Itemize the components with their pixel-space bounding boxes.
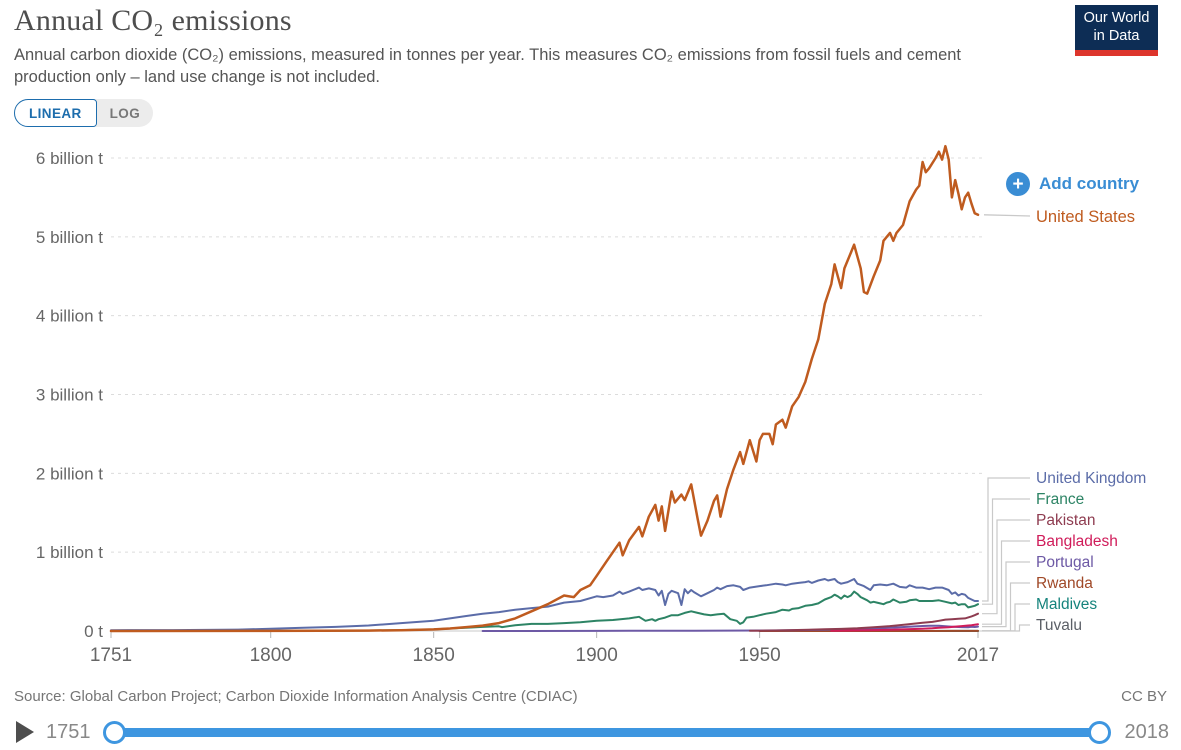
legend-leader-portugal <box>982 561 1030 628</box>
owid-logo[interactable]: Our World in Data <box>1075 5 1158 56</box>
x-axis-tick-label: 1751 <box>90 645 132 666</box>
x-axis-tick-label: 2017 <box>957 645 999 666</box>
series-line-united-kingdom[interactable] <box>110 578 979 632</box>
log-scale-button[interactable]: LOG <box>109 105 141 121</box>
legend-label-rwanda[interactable]: Rwanda <box>1036 575 1093 592</box>
y-axis-tick-label: 6 billion t <box>36 149 103 168</box>
series-line-bangladesh[interactable] <box>830 623 979 632</box>
timeline-track-wrap <box>102 720 1111 744</box>
legend-label-united-states[interactable]: United States <box>1036 208 1135 226</box>
linear-scale-button[interactable]: LINEAR <box>14 99 97 127</box>
legend-label-pakistan[interactable]: Pakistan <box>1036 512 1095 529</box>
logo-red-bar <box>1075 50 1158 56</box>
y-axis-tick-label: 3 billion t <box>36 386 103 405</box>
legend-leader-pakistan <box>982 519 1030 615</box>
source-note: Source: Global Carbon Project; Carbon Di… <box>14 688 578 705</box>
legend-leader-tuvalu <box>982 624 1030 632</box>
legend-label-bangladesh[interactable]: Bangladesh <box>1036 533 1118 550</box>
x-axis-tick-label: 1850 <box>413 645 455 666</box>
y-axis-tick-label: 2 billion t <box>36 464 103 483</box>
add-country-button[interactable]: + Add country <box>1006 172 1139 196</box>
legend-label-maldives[interactable]: Maldives <box>1036 596 1097 613</box>
legend-label-france[interactable]: France <box>1036 491 1084 508</box>
series-line-pakistan[interactable] <box>748 612 979 632</box>
x-axis-tick-label: 1900 <box>576 645 618 666</box>
y-axis-tick-label: 4 billion t <box>36 307 103 326</box>
y-axis-tick-label: 0 t <box>84 622 103 641</box>
x-axis-tick-label: 1950 <box>738 645 780 666</box>
logo-line-2: in Data <box>1093 28 1140 44</box>
logo-line-1: Our World <box>1083 10 1150 26</box>
y-axis-tick-label: 5 billion t <box>36 228 103 247</box>
chart-footer: Source: Global Carbon Project; Carbon Di… <box>14 688 1167 705</box>
add-country-label: Add country <box>1039 174 1140 193</box>
legend-leader-united-kingdom <box>982 477 1030 602</box>
series-line-france[interactable] <box>269 590 979 632</box>
y-axis-tick-label: 1 billion t <box>36 543 103 562</box>
chart-subtitle: Annual carbon dioxide (CO₂) emissions, m… <box>14 46 962 86</box>
play-button[interactable] <box>16 721 34 743</box>
plus-circle-icon: + <box>1006 172 1030 196</box>
timeline-control: 1751 2018 <box>16 715 1169 749</box>
legend-label-tuvalu[interactable]: Tuvalu <box>1036 617 1082 634</box>
license-link[interactable]: CC BY <box>1121 688 1167 705</box>
page-title: Annual CO₂ emissions <box>14 4 292 37</box>
timeline-end-year: 2018 <box>1124 720 1170 743</box>
x-axis-tick-label: 1800 <box>250 645 292 666</box>
legend-leader-bangladesh <box>982 540 1030 625</box>
timeline-start-handle[interactable] <box>102 721 126 744</box>
timeline-start-year: 1751 <box>46 720 91 743</box>
legend-label-portugal[interactable]: Portugal <box>1036 554 1094 571</box>
timeline-track[interactable] <box>113 728 1100 737</box>
legend-leader-france <box>982 498 1030 605</box>
series-line-united-states[interactable] <box>109 144 980 633</box>
scale-toggle: LINEAR LOG <box>14 99 154 127</box>
timeline-end-handle[interactable] <box>1087 721 1111 744</box>
legend-label-united-kingdom[interactable]: United Kingdom <box>1036 470 1146 487</box>
legend-leader-united-states <box>983 214 1031 217</box>
